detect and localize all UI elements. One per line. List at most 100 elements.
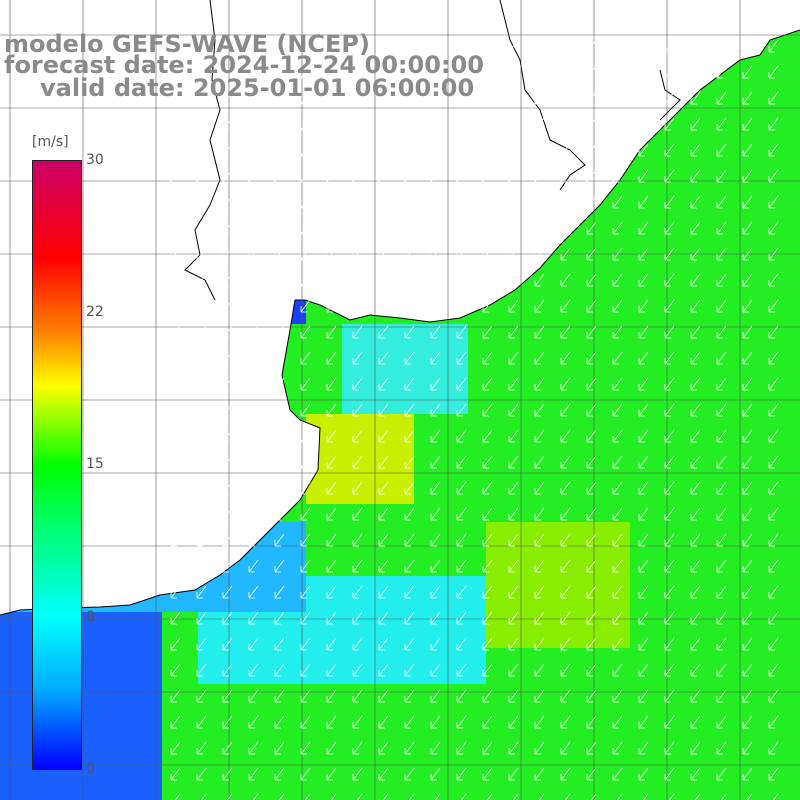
field-cell [396,540,414,558]
wind-arrow [534,117,545,131]
field-cell [558,450,576,468]
field-cell [468,522,486,540]
wind-arrow [274,455,285,469]
field-cell [558,432,576,450]
field-cell [540,738,558,756]
wind-arrow [560,377,571,391]
field-cell [702,396,720,414]
wind-arrow [326,377,337,391]
field-cell [216,594,234,612]
wind-arrow [560,429,571,443]
field-cell [540,612,558,630]
wind-arrow [534,65,545,79]
wind-arrow [300,455,311,469]
field-cell [342,522,360,540]
field-cell [270,702,288,720]
field-cell [270,666,288,684]
field-cell [720,108,738,126]
field-cell [414,486,432,504]
field-cell [468,450,486,468]
field-cell [666,288,684,306]
field-cell [756,558,774,576]
field-cell [774,396,792,414]
wind-arrow [716,65,727,79]
field-cell [0,684,18,702]
field-cell [522,432,540,450]
field-cell [576,558,594,576]
field-cell [522,558,540,576]
wind-arrow [534,143,545,157]
wind-arrow [690,793,701,800]
field-cell [666,306,684,324]
field-cell [774,36,792,54]
wind-arrow [586,273,597,287]
field-cell [342,612,360,630]
wind-arrow [300,299,311,313]
wind-arrow [742,741,753,755]
field-cell [468,738,486,756]
field-cell [504,702,522,720]
wind-arrow [274,611,285,625]
field-cell [648,720,666,738]
field-cell [108,630,126,648]
wind-arrow [404,455,415,469]
field-cell [18,792,36,800]
wind-arrow [326,533,337,547]
field-cell [360,738,378,756]
field-cell [432,720,450,738]
field-cell [396,594,414,612]
field-cell [180,720,198,738]
field-cell [198,612,216,630]
field-cell [702,216,720,234]
wind-arrow [716,689,727,703]
wind-arrow [378,455,389,469]
field-cell [558,342,576,360]
wind-arrow [612,299,623,313]
field-cell [270,774,288,792]
wind-arrow [664,247,675,261]
field-cell [720,234,738,252]
wind-arrow [248,455,259,469]
field-cell [774,324,792,342]
field-cell [756,792,774,800]
field-cell [144,792,162,800]
field-cell [792,414,800,432]
wind-arrow [352,39,363,53]
wind-arrow [430,91,441,105]
field-cell [252,630,270,648]
field-cell [126,774,144,792]
field-cell [576,378,594,396]
field-cell [756,234,774,252]
field-cell [270,594,288,612]
wind-arrow [196,559,207,573]
wind-arrow [274,195,285,209]
model-title: modelo GEFS-WAVE (NCEP) [4,30,370,58]
wind-arrow [482,351,493,365]
field-cell [738,360,756,378]
field-cell [522,612,540,630]
field-cell [414,648,432,666]
field-cell [288,522,306,540]
wind-arrow [768,715,779,729]
wind-arrow [300,221,311,235]
field-cell [612,198,630,216]
field-cell [630,576,648,594]
field-cell [792,144,800,162]
field-cell [18,738,36,756]
field-cell [396,414,414,432]
field-cell [684,468,702,486]
field-cell [684,504,702,522]
field-cell [504,594,522,612]
field-cell [540,432,558,450]
field-cell [252,594,270,612]
wind-arrow [638,793,649,800]
wind-arrow [404,559,415,573]
field-cell [432,540,450,558]
field-cell [306,378,324,396]
field-cell [342,324,360,342]
field-cell [234,558,252,576]
wind-arrow [768,663,779,677]
field-cell [576,342,594,360]
field-cell [720,72,738,90]
wind-arrow [430,403,441,417]
